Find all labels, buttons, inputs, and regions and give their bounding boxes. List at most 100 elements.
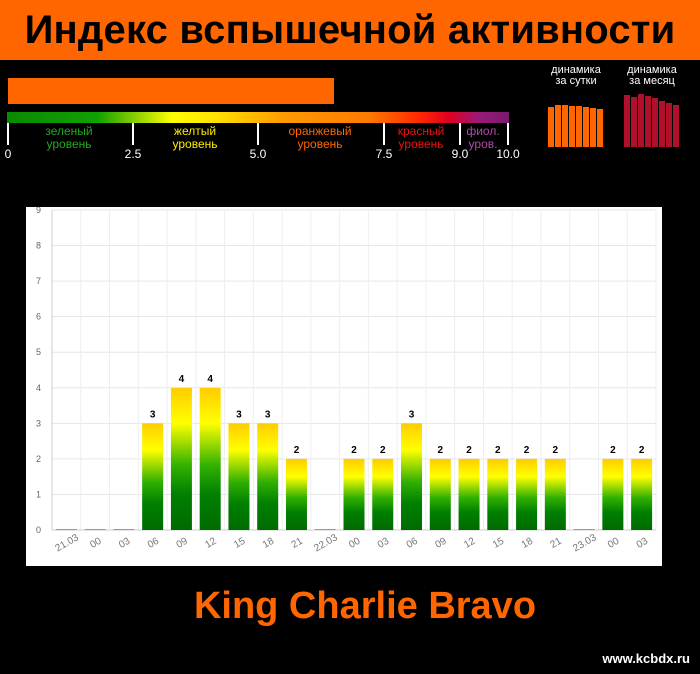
scale-tick-label: 0 [4, 147, 12, 161]
x-tick-label: 21 [290, 536, 306, 551]
spark-bar [548, 107, 554, 147]
bar [142, 423, 164, 530]
bar [516, 458, 538, 530]
bar-value-label: 2 [294, 445, 300, 456]
spark-bar [590, 108, 596, 147]
spark-bar [659, 101, 665, 147]
title-banner: Индекс вспышечной активности [0, 0, 700, 60]
scale-level-label: оранжевый уровень [288, 124, 352, 151]
bar-value-label: 2 [639, 445, 645, 456]
monthly-dynamics-label-line1: динамика [627, 64, 677, 76]
bar-value-label: 2 [438, 445, 444, 456]
daily-dynamics-label-line2: за сутки [555, 75, 597, 87]
spark-bar [624, 95, 630, 147]
bar-value-label: 2 [466, 445, 472, 456]
spark-bar [673, 105, 679, 147]
y-tick-label: 6 [36, 312, 41, 322]
y-tick-label: 0 [36, 525, 41, 535]
spark-bar [652, 98, 658, 147]
x-tick-label: 15 [232, 536, 248, 551]
x-tick-label: 00 [88, 536, 104, 551]
scale-tick [132, 123, 134, 145]
scale-level-label: фиол. уров. [466, 124, 500, 151]
scale-tick [459, 123, 461, 145]
daily-dynamics-sparkbars [548, 93, 604, 147]
bar [228, 423, 250, 530]
bar [429, 458, 451, 530]
x-tick-label: 18 [261, 536, 277, 551]
spark-bar [576, 106, 582, 147]
x-tick-label: 09 [175, 536, 191, 551]
bar [372, 458, 394, 530]
bar-value-label: 2 [610, 445, 616, 456]
x-tick-label: 06 [146, 536, 162, 551]
spark-bar [597, 109, 603, 147]
x-tick-label: 23.03 [571, 532, 599, 554]
spark-bar [645, 96, 651, 147]
scale-level-label: красный уровень [397, 124, 445, 151]
bar [458, 458, 480, 530]
x-tick-label: 18 [520, 536, 536, 551]
x-tick-label: 12 [203, 536, 219, 551]
site-link[interactable]: www.kcbdx.ru [602, 651, 690, 666]
x-tick-label: 22.03 [312, 532, 340, 554]
bar [285, 458, 307, 530]
bar-value-label: 2 [495, 445, 501, 456]
scale-tick-label: 9.0 [451, 147, 469, 161]
scale-tick-label: 2.5 [124, 147, 142, 161]
monthly-dynamics-sparkbars [624, 93, 680, 147]
scale-tick-label: 10.0 [496, 147, 520, 161]
daily-dynamics-label-line1: динамика [551, 64, 601, 76]
scale-tick [507, 123, 509, 145]
scale-level-label: желтый уровень [172, 124, 218, 151]
bar [487, 458, 509, 530]
spark-bar [562, 105, 568, 147]
bar-value-label: 2 [351, 445, 357, 456]
x-tick-label: 00 [347, 536, 363, 551]
y-tick-label: 7 [36, 276, 41, 286]
bar-value-label: 3 [265, 409, 271, 420]
daily-dynamics-label: динамика за сутки [536, 65, 616, 87]
x-tick-label: 15 [491, 536, 507, 551]
monthly-dynamics-label: динамика за месяц [612, 65, 692, 87]
spark-bar [555, 105, 561, 147]
level-scale: 0 2.5 5.0 7.5 9.0 10.0 зеленый уровень желтый уро… [4, 123, 520, 163]
activity-chart-panel: 0 1 2 3 4 5 6 7 8 9 21.03 00 03 3 06 4 09 4 12 3 15 3 18 2 21 22.… [26, 205, 662, 566]
spark-bar [631, 97, 637, 147]
y-tick-label: 1 [36, 489, 41, 499]
x-tick-label: 21.03 [54, 532, 82, 554]
bar-value-label: 3 [236, 409, 242, 420]
bar [343, 458, 365, 530]
y-tick-label: 8 [36, 241, 41, 251]
bar [199, 387, 221, 530]
scale-level-label: зеленый уровень [45, 124, 93, 151]
x-tick-label: 09 [433, 536, 449, 551]
scale-tick [7, 123, 9, 145]
scale-gradient [7, 112, 509, 123]
y-tick-label: 9 [36, 207, 41, 215]
spark-bar [638, 94, 644, 147]
bar [170, 387, 192, 530]
bar-value-label: 2 [553, 445, 559, 456]
x-tick-label: 03 [635, 536, 651, 551]
scale-tick-label: 5.0 [249, 147, 267, 161]
bar [257, 423, 279, 530]
scale-tick [257, 123, 259, 145]
y-tick-label: 2 [36, 454, 41, 464]
x-tick-label: 03 [376, 536, 392, 551]
bar [602, 458, 624, 530]
region-title: King Charlie Bravo [193, 585, 537, 627]
spark-bar [569, 106, 575, 147]
bar-value-label: 2 [380, 445, 386, 456]
y-tick-label: 3 [36, 418, 41, 428]
x-tick-label: 00 [606, 536, 622, 551]
bar-value-label: 2 [524, 445, 530, 456]
x-tick-label: 06 [405, 536, 421, 551]
scale-tick-label: 7.5 [375, 147, 393, 161]
bar-value-label: 3 [409, 409, 415, 420]
bar [631, 458, 653, 530]
bar-value-label: 4 [179, 374, 185, 385]
y-tick-label: 4 [36, 383, 41, 393]
spark-bar [583, 107, 589, 147]
monthly-dynamics-label-line2: за месяц [629, 75, 675, 87]
